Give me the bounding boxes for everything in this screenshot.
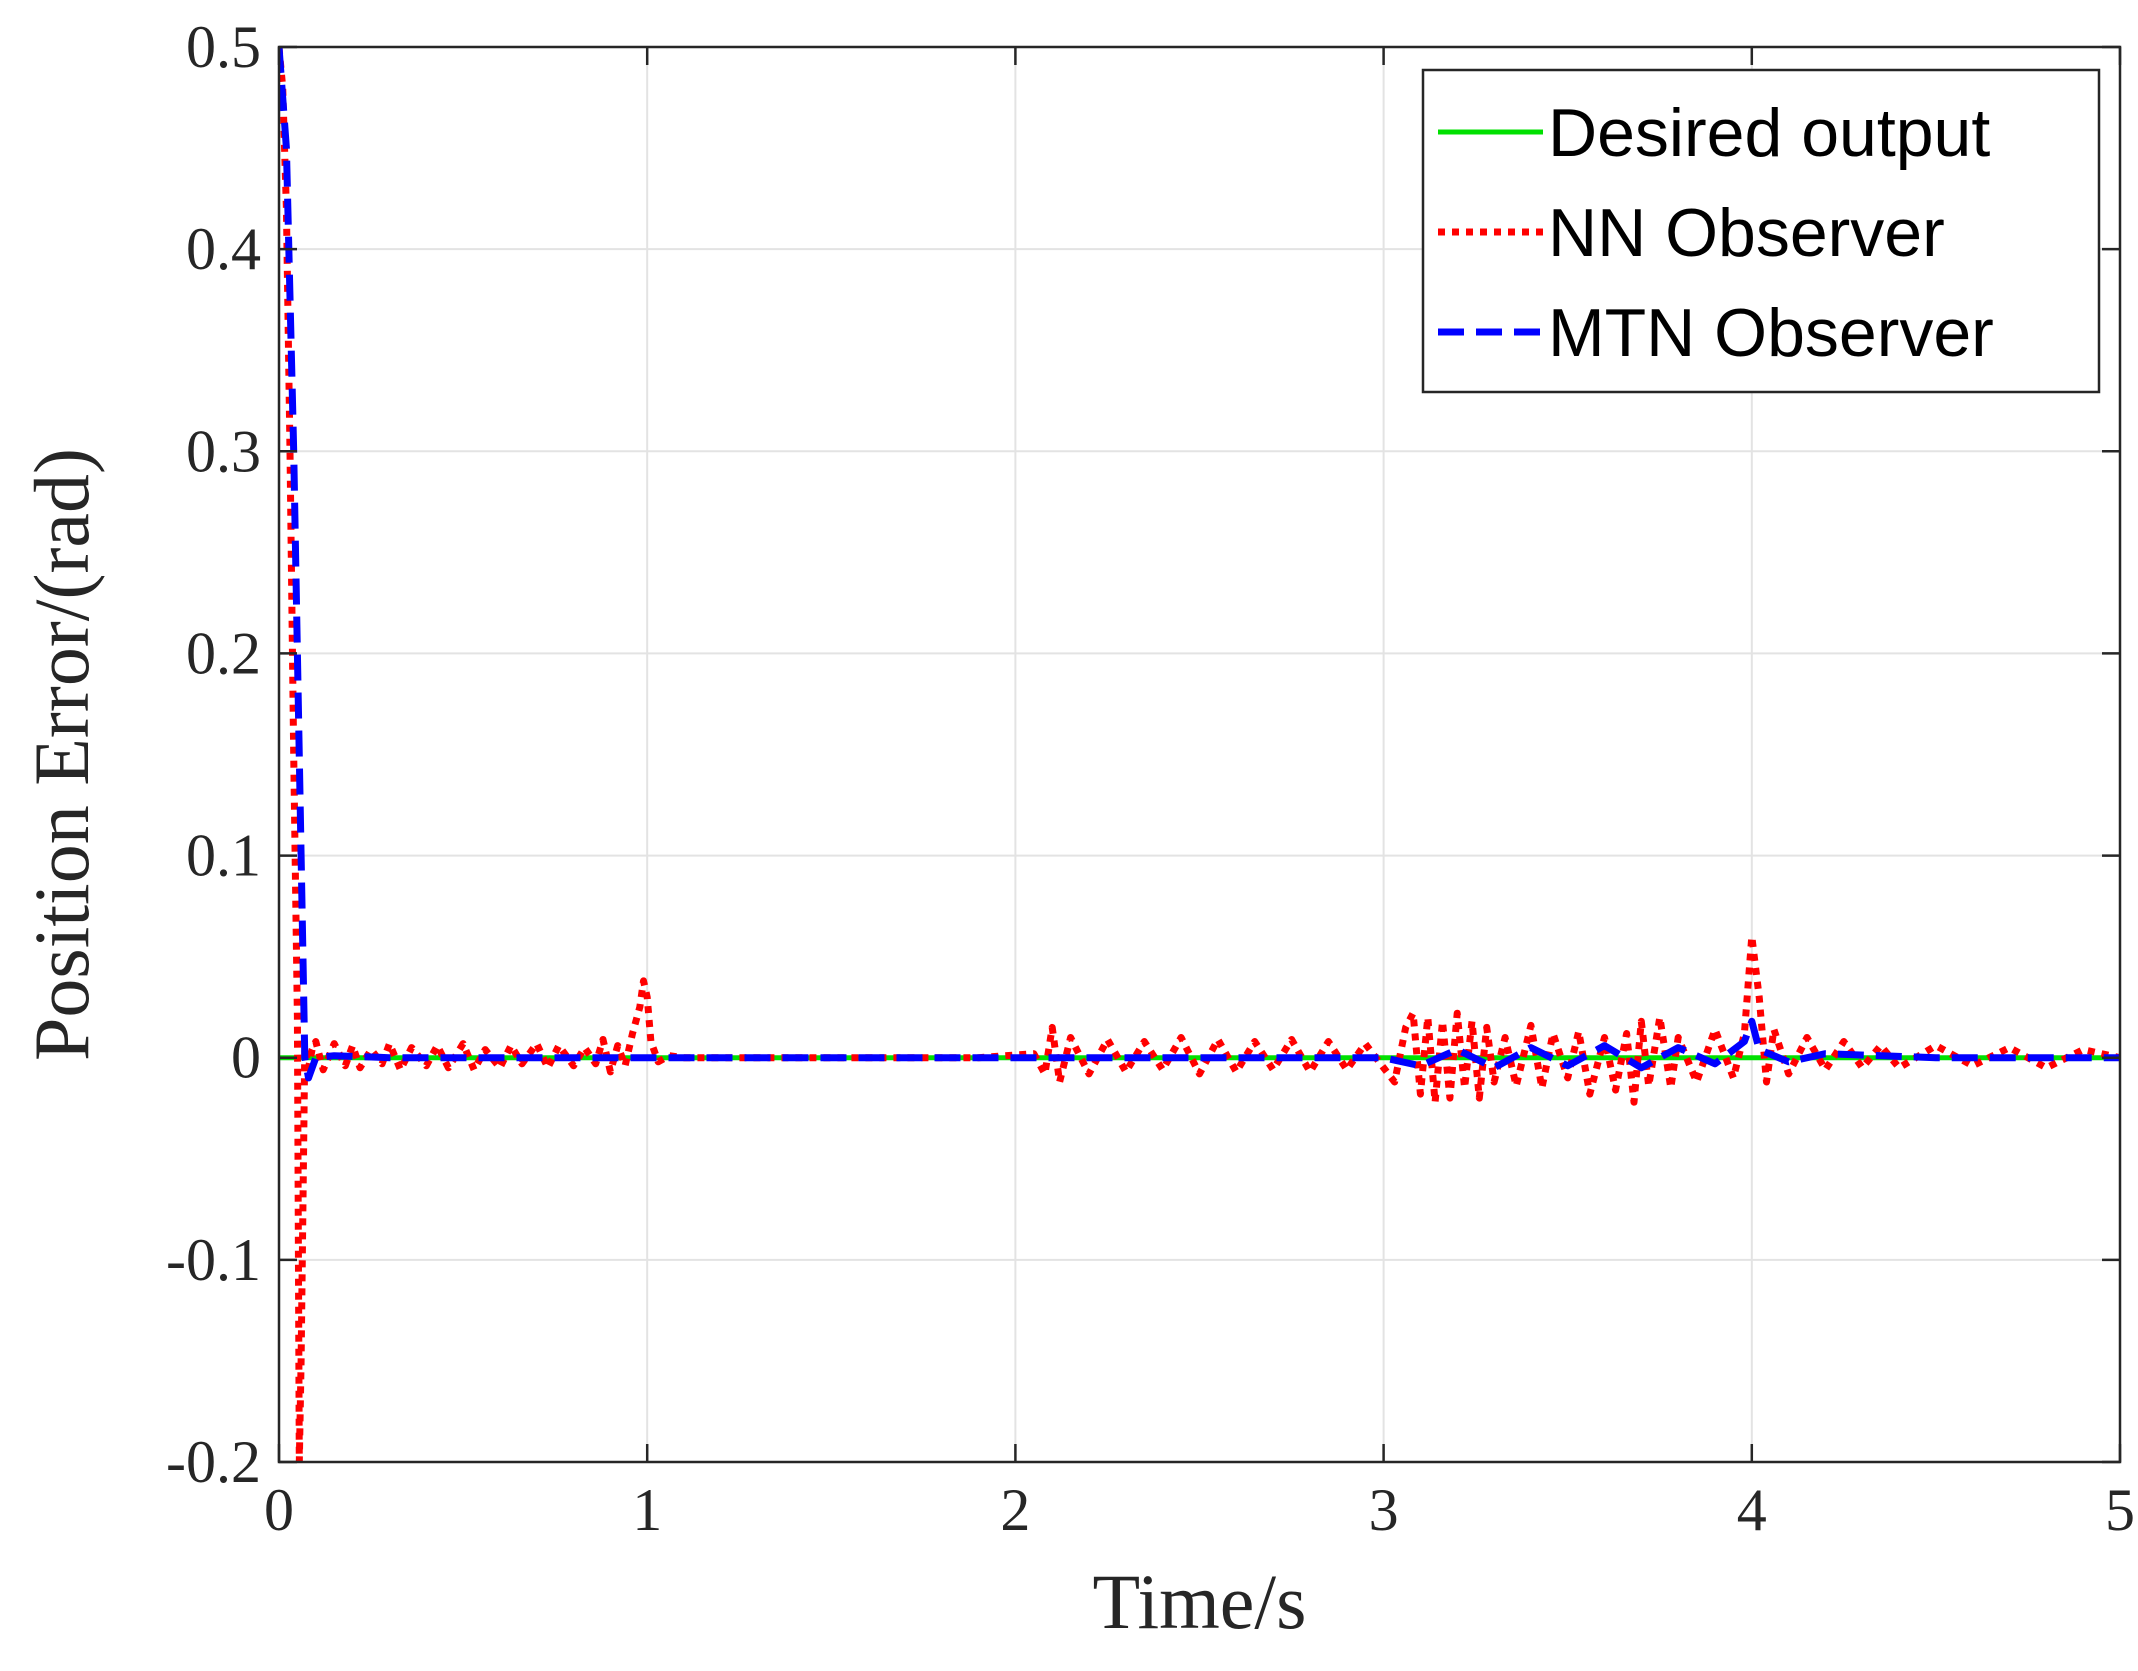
y-tick-label: 0.4: [186, 216, 261, 282]
x-tick-label: 4: [1737, 1477, 1767, 1543]
y-tick-label: 0.5: [186, 14, 261, 80]
plot-frame: [277, 45, 2122, 1464]
axis-ticks: [277, 45, 2122, 1464]
legend-label: MTN Observer: [1548, 295, 1994, 371]
x-tick-label: 0: [264, 1477, 294, 1543]
y-tick-label: 0.1: [186, 823, 261, 889]
y-tick-label: 0.3: [186, 418, 261, 484]
series-line-mtn-observer: [279, 47, 2120, 1082]
legend-label: Desired output: [1548, 95, 1990, 171]
legend-box: [1421, 68, 2101, 394]
series-line-nn-observer: [279, 47, 2120, 1462]
legend-label: NN Observer: [1548, 195, 1945, 271]
y-tick-label: 0.2: [186, 620, 261, 686]
legend: Desired output NN Observer MTN Observer: [1421, 68, 2101, 394]
x-axis-label: Time/s: [1093, 1558, 1307, 1645]
tick-labels: 0 1 2 3 4 5 -0.2 -0.1 0 0.1 0.2 0.3 0.4 0.5: [166, 14, 2135, 1543]
series-group: [279, 47, 2120, 1462]
y-axis-label: Position Error/(rad): [18, 448, 105, 1061]
y-tick-label: -0.2: [166, 1429, 261, 1495]
y-tick-label: -0.1: [166, 1227, 261, 1293]
x-tick-label: 1: [632, 1477, 662, 1543]
x-tick-label: 3: [1369, 1477, 1399, 1543]
x-tick-label: 5: [2105, 1477, 2135, 1543]
x-tick-label: 2: [1000, 1477, 1030, 1543]
y-tick-label: 0: [231, 1025, 261, 1091]
